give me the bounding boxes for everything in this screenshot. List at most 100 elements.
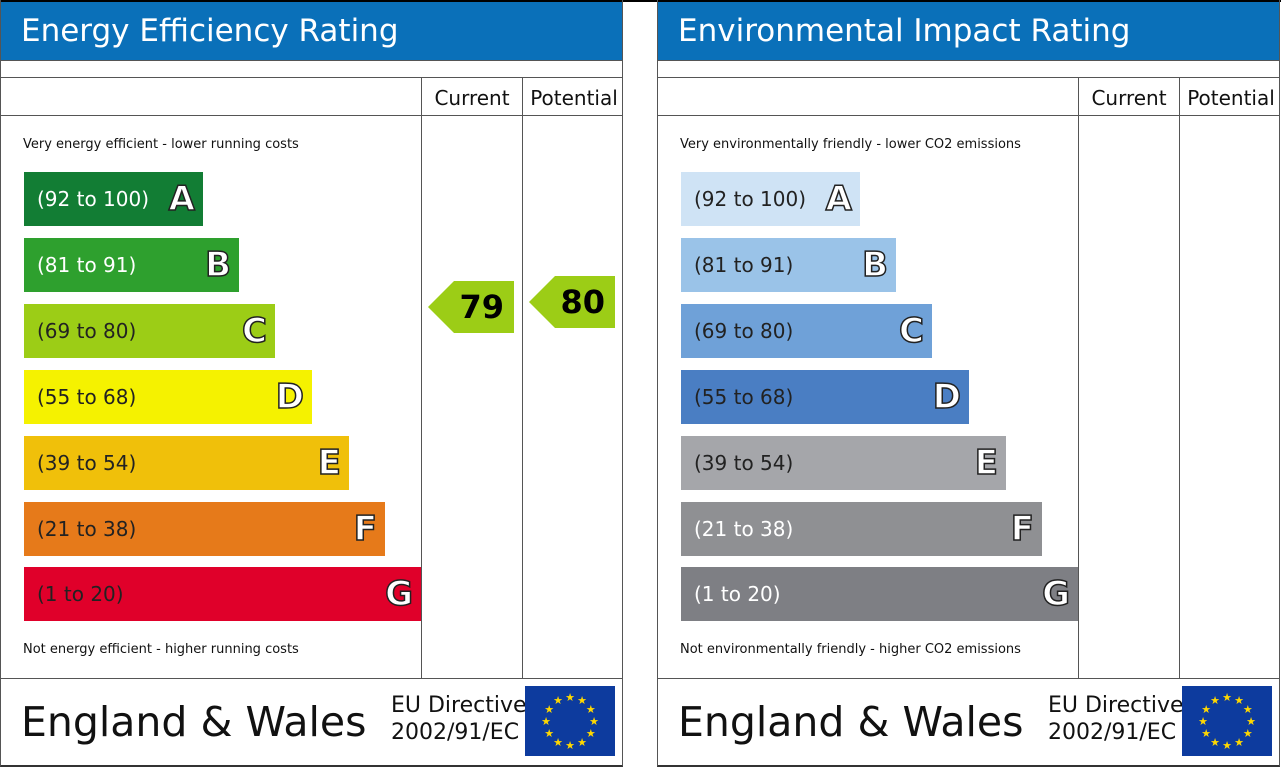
band-range: (81 to 91)	[37, 253, 137, 277]
divider	[1, 60, 622, 61]
rating-band-g: (1 to 20) G	[681, 567, 1078, 621]
band-letter: D	[932, 376, 962, 418]
rating-band-f: (21 to 38) F	[681, 502, 1042, 556]
band-range: (55 to 68)	[694, 385, 794, 409]
rating-band-g: (1 to 20) G	[24, 567, 421, 621]
rating-band-a: (92 to 100) A	[681, 172, 860, 226]
svg-text:★: ★	[1246, 715, 1256, 728]
arrow-shape	[529, 276, 615, 328]
band-letter: G	[384, 573, 413, 615]
rating-band-c: (69 to 80) C	[24, 304, 275, 358]
top-note: Very environmentally friendly - lower CO…	[680, 137, 1021, 152]
directive-line-2: 2002/91/EC	[391, 720, 520, 745]
rating-band-e: (39 to 54) E	[681, 436, 1006, 490]
band-letter: A	[825, 178, 853, 220]
svg-text:★: ★	[553, 736, 563, 749]
band-letter: C	[898, 310, 924, 352]
column-divider	[522, 77, 523, 678]
svg-text:★: ★	[577, 736, 587, 749]
svg-text:★: ★	[1210, 694, 1220, 707]
band-letter: F	[1010, 508, 1035, 550]
top-note: Very energy efficient - lower running co…	[23, 137, 299, 152]
band-range: (92 to 100)	[694, 187, 807, 211]
panel-title: Environmental Impact Rating	[658, 2, 1279, 60]
eu-flag-icon: ★ ★ ★ ★ ★ ★ ★ ★ ★ ★ ★ ★	[525, 686, 615, 756]
band-letter: G	[1041, 573, 1070, 615]
svg-text:★: ★	[1222, 691, 1232, 704]
column-header-potential: Potential	[1187, 86, 1275, 110]
band-letter: B	[861, 244, 888, 286]
arrow-shape	[428, 281, 514, 333]
band-letter: E	[974, 442, 999, 484]
divider	[1, 678, 622, 679]
band-range: (81 to 91)	[694, 253, 794, 277]
band-letter: C	[241, 310, 267, 352]
band-range: (39 to 54)	[37, 451, 137, 475]
current-rating-value: 79	[459, 288, 504, 326]
divider	[658, 678, 1279, 679]
panel-title: Energy Efficiency Rating	[1, 2, 622, 60]
directive-line-1: EU Directive	[391, 693, 527, 718]
band-letter: D	[275, 376, 305, 418]
svg-text:★: ★	[541, 715, 551, 728]
rating-band-d: (55 to 68) D	[24, 370, 312, 424]
top-border	[0, 0, 1281, 2]
band-range: (1 to 20)	[37, 582, 124, 606]
band-range: (69 to 80)	[37, 319, 137, 343]
band-letter: F	[353, 508, 378, 550]
eu-flag-icon: ★ ★ ★ ★ ★ ★ ★ ★ ★ ★ ★ ★	[1182, 686, 1272, 756]
band-range: (21 to 38)	[694, 517, 794, 541]
column-divider	[1179, 77, 1180, 678]
svg-text:★: ★	[1243, 703, 1253, 716]
band-range: (55 to 68)	[37, 385, 137, 409]
band-range: (1 to 20)	[694, 582, 781, 606]
environmental-impact-panel: Environmental Impact Rating Current Potent…	[657, 0, 1280, 767]
svg-text:★: ★	[553, 694, 563, 707]
svg-text:★: ★	[586, 727, 596, 740]
band-range: (39 to 54)	[694, 451, 794, 475]
svg-text:★: ★	[565, 691, 575, 704]
directive-line-1: EU Directive	[1048, 693, 1184, 718]
rating-band-e: (39 to 54) E	[24, 436, 349, 490]
column-divider	[421, 77, 422, 678]
svg-text:★: ★	[544, 727, 554, 740]
bottom-note: Not environmentally friendly - higher CO…	[680, 642, 1021, 657]
column-divider	[1078, 77, 1079, 678]
band-range: (21 to 38)	[37, 517, 137, 541]
band-range: (69 to 80)	[694, 319, 794, 343]
potential-rating-value: 80	[560, 283, 605, 321]
column-header-current: Current	[1091, 86, 1167, 110]
svg-text:★: ★	[1222, 739, 1232, 752]
svg-text:★: ★	[1234, 694, 1244, 707]
svg-text:★: ★	[565, 739, 575, 752]
svg-text:★: ★	[1234, 736, 1244, 749]
directive-line-2: 2002/91/EC	[1048, 720, 1177, 745]
svg-text:★: ★	[1201, 703, 1211, 716]
divider	[658, 77, 1279, 78]
svg-text:★: ★	[586, 703, 596, 716]
divider	[1, 115, 622, 116]
footer-region: England & Wales	[678, 698, 1024, 746]
divider	[658, 115, 1279, 116]
svg-text:★: ★	[1210, 736, 1220, 749]
divider	[658, 60, 1279, 61]
footer-directive: EU Directive 2002/91/EC	[1048, 692, 1184, 746]
rating-band-b: (81 to 91) B	[24, 238, 239, 292]
svg-text:★: ★	[1243, 727, 1253, 740]
svg-text:★: ★	[577, 694, 587, 707]
svg-text:★: ★	[544, 703, 554, 716]
current-rating-arrow: 79	[428, 281, 514, 333]
footer-region: England & Wales	[21, 698, 367, 746]
rating-band-d: (55 to 68) D	[681, 370, 969, 424]
bottom-note: Not energy efficient - higher running co…	[23, 642, 299, 657]
potential-rating-arrow: 80	[529, 276, 615, 328]
svg-text:★: ★	[1201, 727, 1211, 740]
divider	[1, 77, 622, 78]
rating-band-f: (21 to 38) F	[24, 502, 385, 556]
svg-text:★: ★	[1198, 715, 1208, 728]
column-header-current: Current	[434, 86, 510, 110]
band-letter: E	[317, 442, 342, 484]
band-letter: A	[168, 178, 196, 220]
band-letter: B	[204, 244, 231, 286]
energy-efficiency-panel: Energy Efficiency Rating Current Potential…	[0, 0, 623, 767]
